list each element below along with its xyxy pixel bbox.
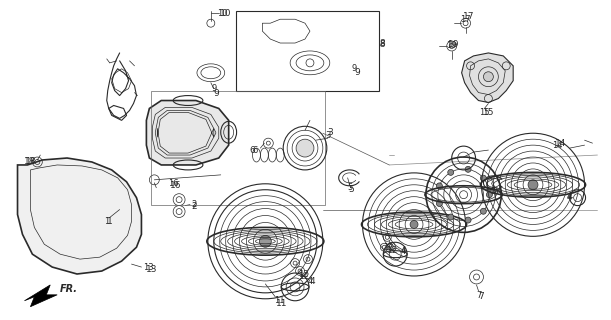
Text: 13: 13 — [143, 263, 154, 272]
Circle shape — [296, 139, 314, 157]
Circle shape — [410, 220, 418, 228]
Text: 2: 2 — [191, 200, 197, 209]
Circle shape — [465, 166, 471, 172]
Text: 4: 4 — [567, 193, 573, 202]
Text: 12: 12 — [299, 272, 310, 282]
Circle shape — [465, 217, 471, 223]
Text: 1: 1 — [104, 217, 109, 226]
Polygon shape — [462, 53, 513, 102]
Text: 7: 7 — [477, 291, 482, 300]
Bar — [152, 91, 325, 204]
Text: 18: 18 — [24, 157, 35, 166]
Circle shape — [480, 175, 486, 181]
Text: 18: 18 — [25, 157, 35, 166]
Text: 8: 8 — [379, 38, 385, 48]
Polygon shape — [18, 158, 141, 274]
Text: 2: 2 — [191, 202, 197, 211]
Text: 7: 7 — [478, 292, 485, 301]
Text: 12: 12 — [383, 243, 393, 252]
Text: 15: 15 — [483, 108, 494, 117]
Circle shape — [436, 201, 442, 206]
Polygon shape — [24, 285, 57, 307]
Text: 4: 4 — [400, 246, 406, 255]
Circle shape — [483, 72, 493, 82]
Text: 11: 11 — [276, 299, 287, 308]
Text: 5: 5 — [349, 185, 354, 194]
Text: 16: 16 — [170, 181, 182, 190]
Text: 6: 6 — [249, 146, 255, 155]
Text: 9: 9 — [352, 64, 357, 73]
Circle shape — [260, 235, 271, 247]
Text: 17: 17 — [460, 15, 471, 24]
Text: 19: 19 — [447, 41, 457, 50]
Text: 9: 9 — [354, 68, 360, 77]
Text: 19: 19 — [448, 39, 459, 49]
Text: 5: 5 — [347, 183, 352, 192]
Text: 8: 8 — [379, 39, 385, 49]
Text: 10: 10 — [218, 9, 228, 18]
Text: 12: 12 — [387, 246, 398, 255]
Text: 3: 3 — [325, 131, 331, 140]
Text: 4: 4 — [567, 192, 573, 201]
Text: 16: 16 — [168, 179, 178, 188]
Circle shape — [436, 183, 442, 189]
Circle shape — [480, 208, 486, 214]
Text: 6: 6 — [253, 146, 258, 155]
Text: 11: 11 — [274, 296, 285, 305]
Text: 4: 4 — [309, 277, 315, 286]
Circle shape — [528, 180, 538, 190]
Text: 10: 10 — [220, 9, 232, 18]
Text: 5: 5 — [491, 187, 496, 196]
Bar — [236, 11, 379, 91]
Text: 15: 15 — [479, 108, 489, 117]
Circle shape — [448, 214, 454, 220]
Text: 3: 3 — [327, 128, 332, 137]
Text: 9: 9 — [211, 84, 216, 93]
Text: FR.: FR. — [60, 284, 78, 294]
Polygon shape — [147, 100, 229, 165]
Circle shape — [486, 192, 492, 198]
Circle shape — [448, 169, 454, 175]
Text: 14: 14 — [555, 139, 566, 148]
Text: 4: 4 — [401, 247, 406, 256]
Text: 4: 4 — [307, 277, 313, 286]
Text: 1: 1 — [107, 217, 112, 226]
Text: 17: 17 — [463, 12, 474, 21]
Text: 9: 9 — [213, 89, 219, 98]
Text: 5: 5 — [492, 187, 498, 196]
Text: 13: 13 — [145, 265, 157, 274]
Text: 14: 14 — [552, 140, 563, 150]
Text: 12: 12 — [298, 269, 309, 278]
